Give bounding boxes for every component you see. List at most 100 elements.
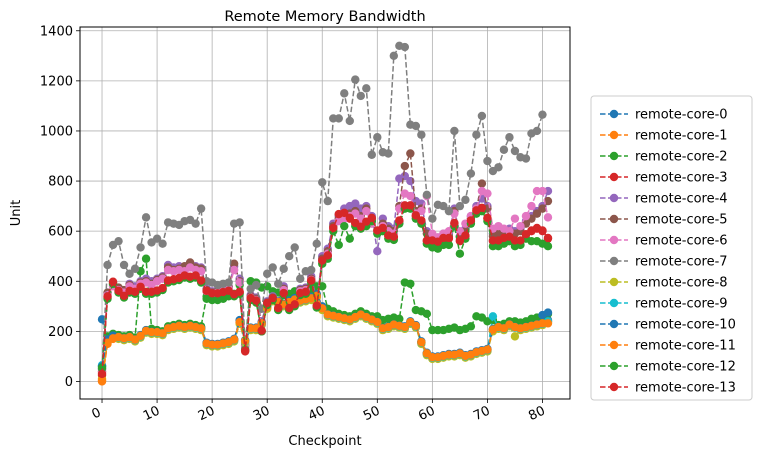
x-tick-label: 30 xyxy=(251,404,272,425)
data-point xyxy=(290,243,299,252)
x-tick-label: 60 xyxy=(416,404,437,425)
ticks: 0 10 20 30 40 50 60 70 8002004006008001000120014… xyxy=(40,24,548,424)
data-point xyxy=(521,154,531,163)
x-tick-label: 20 xyxy=(196,404,217,425)
legend-marker xyxy=(609,109,619,119)
data-point xyxy=(367,150,376,159)
data-point xyxy=(351,199,360,208)
data-point xyxy=(323,251,332,260)
data-point xyxy=(477,203,487,213)
data-point xyxy=(538,186,547,196)
data-point xyxy=(422,190,432,200)
data-point xyxy=(483,345,492,354)
data-point xyxy=(450,218,459,228)
data-point xyxy=(527,201,536,211)
legend-label: remote-core-13 xyxy=(635,381,736,396)
data-point xyxy=(141,254,151,263)
data-point xyxy=(494,163,503,172)
series-remote-core-13 xyxy=(97,201,553,379)
data-point xyxy=(268,263,277,272)
data-point xyxy=(351,75,360,84)
y-tick-label: 200 xyxy=(48,325,73,340)
data-point xyxy=(152,234,162,243)
data-point xyxy=(516,221,525,231)
data-point xyxy=(345,234,354,243)
data-point xyxy=(240,336,250,346)
legend-marker xyxy=(609,130,619,140)
data-point xyxy=(450,126,459,136)
legend-marker xyxy=(609,235,619,245)
data-point xyxy=(301,287,310,296)
data-point xyxy=(318,178,327,187)
x-tick-label: 80 xyxy=(526,404,547,425)
data-point xyxy=(499,145,509,154)
x-tick-label: 10 xyxy=(141,404,162,425)
data-point xyxy=(114,286,123,295)
data-point xyxy=(483,213,492,223)
x-tick-label: 0 xyxy=(90,405,104,422)
data-point xyxy=(191,271,200,280)
data-point xyxy=(505,133,514,142)
data-point xyxy=(417,130,426,139)
legend-marker xyxy=(609,214,619,224)
data-point xyxy=(296,274,305,283)
data-point xyxy=(538,204,547,213)
legend-marker xyxy=(609,193,619,203)
data-point xyxy=(345,116,354,126)
data-point xyxy=(543,319,553,328)
data-point xyxy=(461,195,470,205)
data-point xyxy=(285,252,294,261)
legend-marker xyxy=(609,382,619,392)
data-point xyxy=(455,236,465,245)
data-point xyxy=(466,169,476,178)
y-tick-label: 600 xyxy=(48,225,73,240)
legend-label: remote-core-9 xyxy=(635,297,728,312)
data-point xyxy=(268,293,277,303)
data-point xyxy=(136,282,145,291)
data-point xyxy=(158,329,167,338)
legend-frame xyxy=(590,95,753,401)
legend-item: remote-core-3 xyxy=(600,171,728,186)
data-point xyxy=(114,236,123,246)
data-point xyxy=(483,156,492,166)
legend-label: remote-core-3 xyxy=(635,171,728,186)
data-point xyxy=(235,218,244,227)
legend-label: remote-core-4 xyxy=(635,192,728,207)
data-point xyxy=(356,91,365,101)
data-point xyxy=(472,130,481,139)
legend-item: remote-core-0 xyxy=(600,108,728,123)
data-point xyxy=(329,223,338,233)
data-point xyxy=(532,209,542,218)
y-tick-label: 1400 xyxy=(40,24,73,39)
data-point xyxy=(262,298,272,308)
data-point xyxy=(406,201,415,210)
data-point xyxy=(130,287,140,296)
data-point xyxy=(362,206,371,216)
data-point xyxy=(406,191,415,201)
data-point xyxy=(251,280,261,290)
legend-label: remote-core-1 xyxy=(635,129,728,144)
data-point xyxy=(340,89,349,98)
data-point xyxy=(395,216,404,225)
legend-label: remote-core-12 xyxy=(635,360,736,375)
data-point xyxy=(378,223,388,233)
legend-label: remote-core-7 xyxy=(635,255,728,270)
data-point xyxy=(411,321,421,331)
series-layer xyxy=(97,41,553,386)
data-point xyxy=(318,256,327,265)
grid xyxy=(80,27,570,399)
legend-item: remote-core-1 xyxy=(600,129,728,144)
data-point xyxy=(340,221,349,231)
data-point xyxy=(235,287,244,296)
data-point xyxy=(323,196,332,206)
y-axis-label: Unit xyxy=(9,200,24,226)
y-tick-label: 400 xyxy=(48,275,73,290)
data-point xyxy=(417,337,426,347)
data-point xyxy=(384,149,393,158)
data-point xyxy=(444,206,454,216)
legend-item: remote-core-10 xyxy=(600,318,736,333)
legend-marker xyxy=(609,319,619,329)
legend-marker xyxy=(609,277,619,287)
data-point xyxy=(229,335,239,344)
data-point xyxy=(136,243,145,252)
